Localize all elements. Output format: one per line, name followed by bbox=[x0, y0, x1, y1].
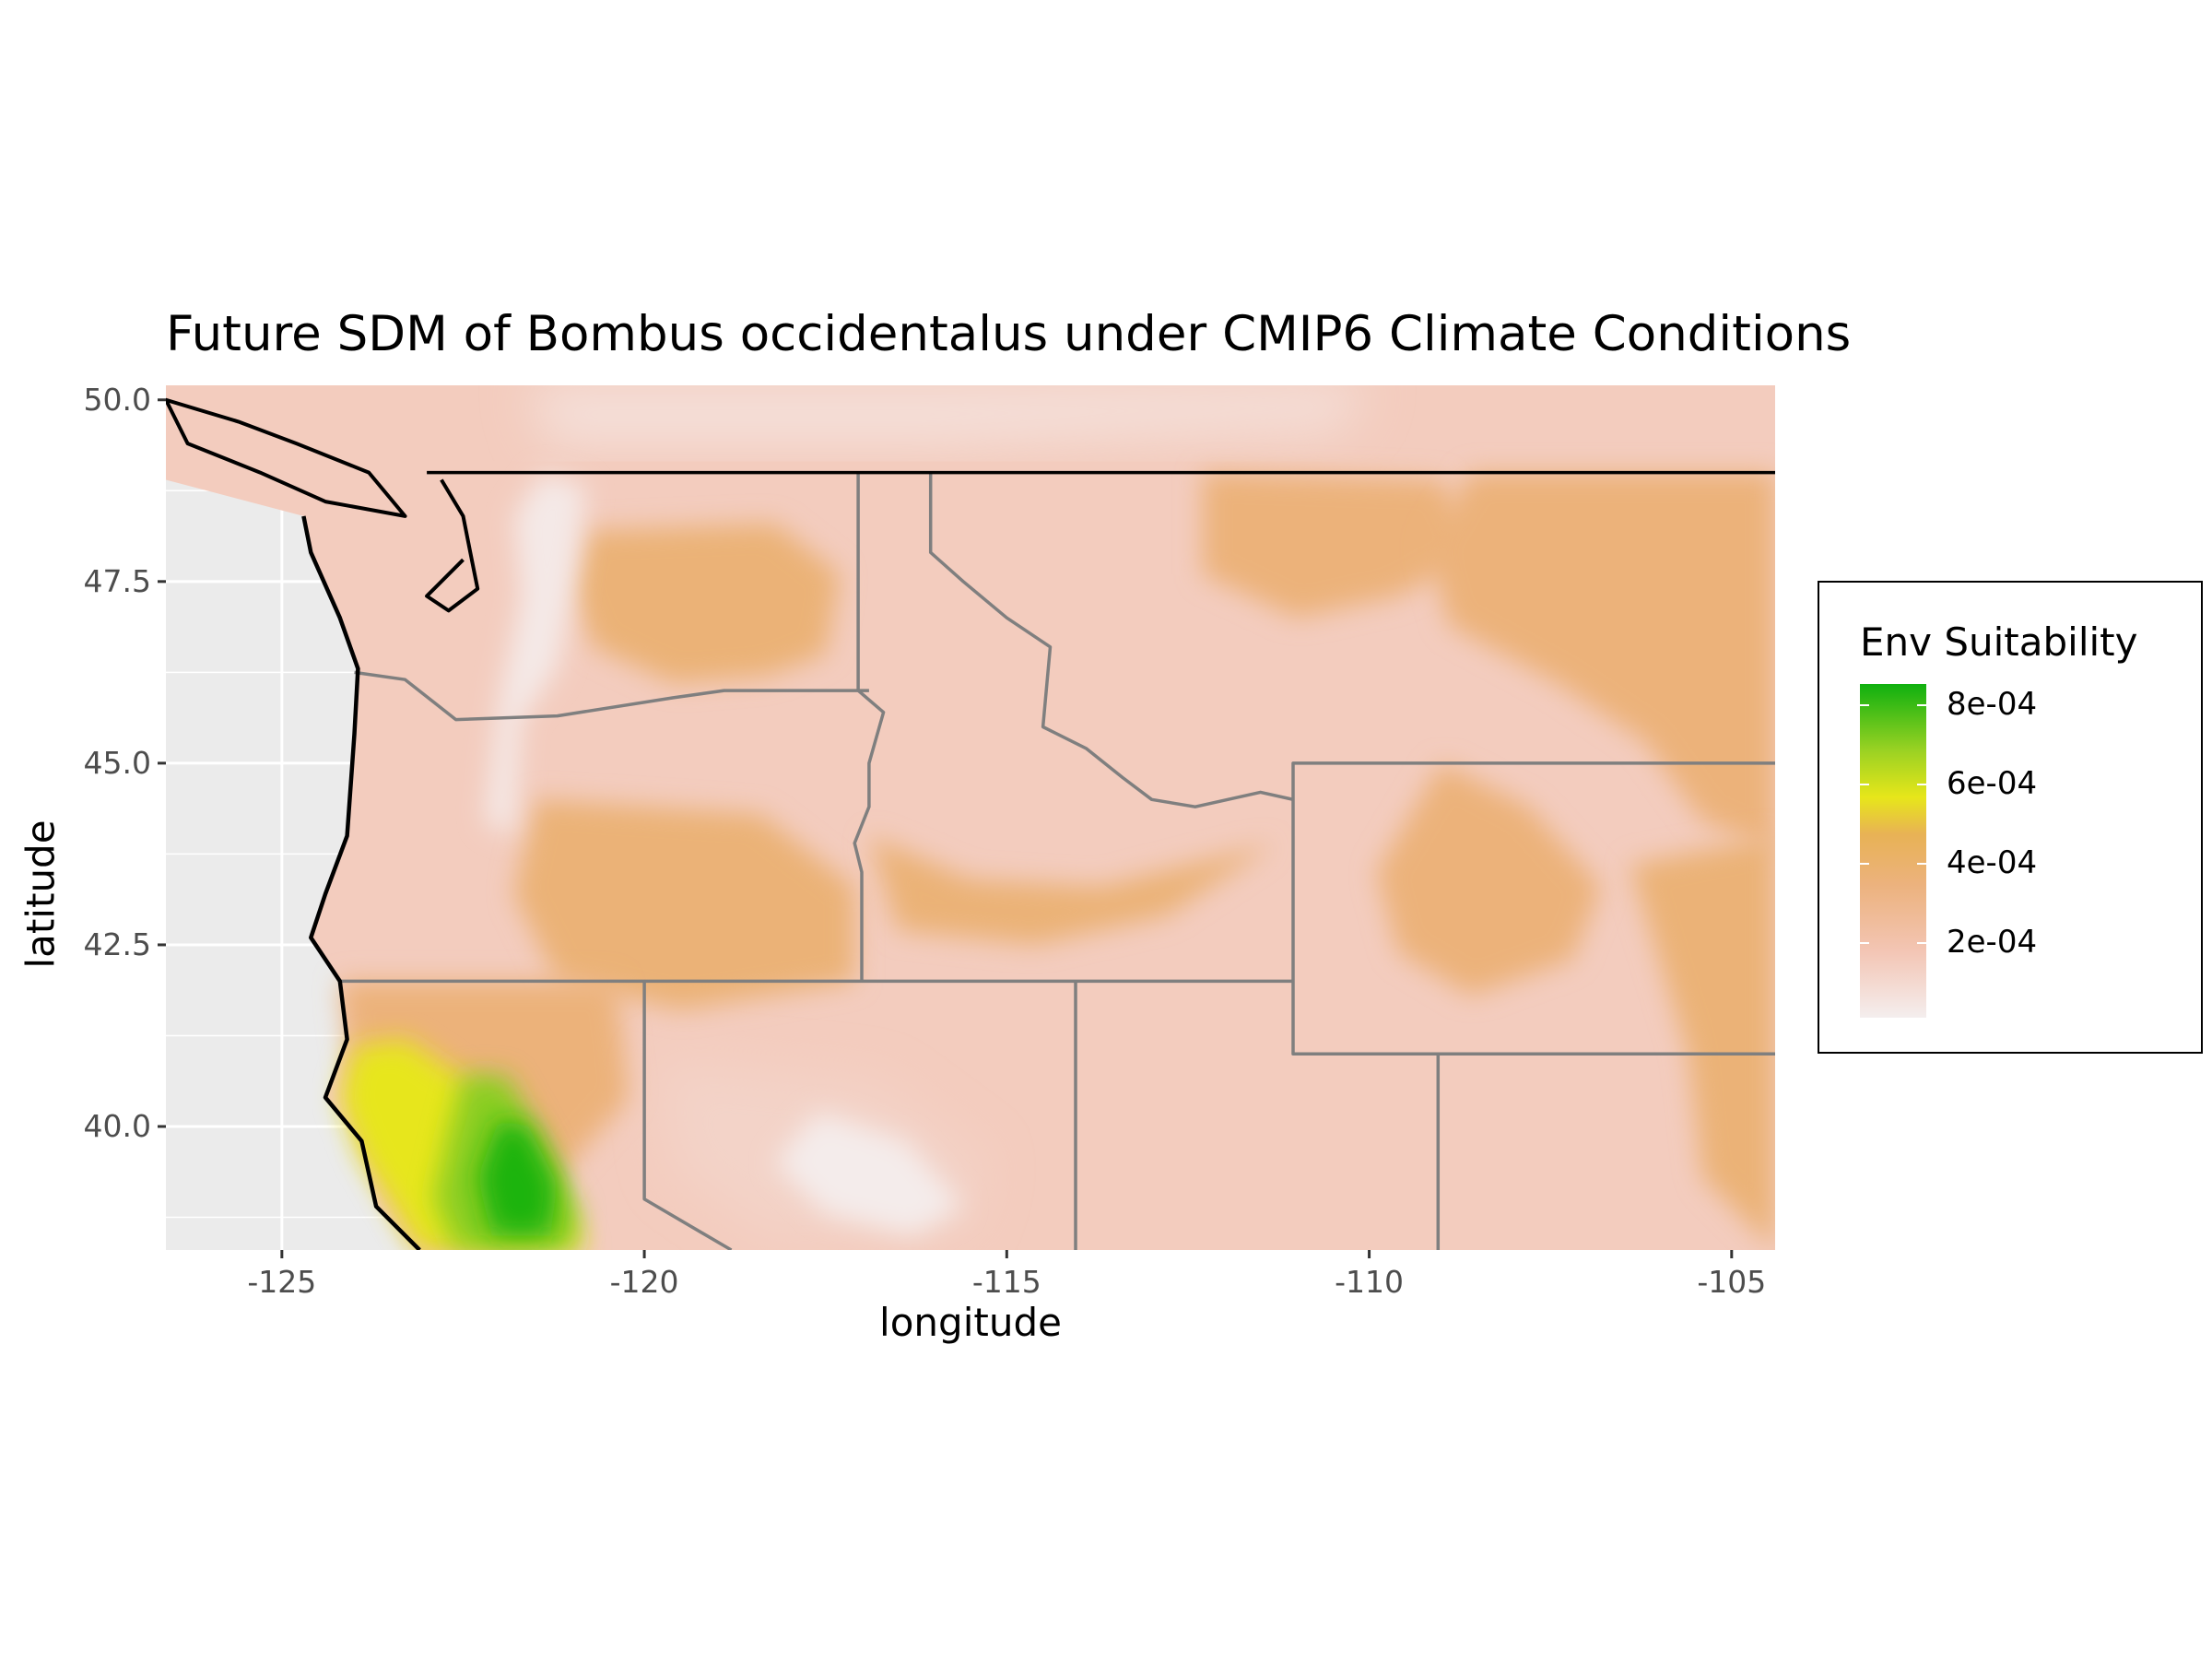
axes: -125 -120 -115 -110 -105 40.0 42.5 45.0 47.5 50.0 bbox=[84, 382, 1767, 1300]
x-tick-label: -105 bbox=[1697, 1264, 1766, 1300]
legend-label: 2e-04 bbox=[1947, 924, 2038, 961]
coastline bbox=[301, 515, 421, 1250]
state-border-id-mt bbox=[928, 472, 1294, 808]
x-tick-label: -115 bbox=[972, 1264, 1041, 1300]
y-tick-label: 50.0 bbox=[84, 382, 151, 418]
raster-region-nevada-ranges-white bbox=[774, 1112, 964, 1236]
legend-label: 8e-04 bbox=[1947, 685, 2038, 723]
x-tick-label: -110 bbox=[1335, 1264, 1404, 1300]
state-border-wy bbox=[1291, 761, 1775, 1056]
legend-colorbar bbox=[1860, 684, 1926, 1018]
x-axis-title: longitude bbox=[879, 1300, 1062, 1345]
raster-region-wyoming-plains-east bbox=[1630, 835, 1775, 1250]
legend-tick bbox=[1917, 942, 1926, 945]
legend-tick bbox=[1860, 703, 1869, 706]
legend-tick bbox=[1860, 783, 1869, 785]
raster-region-bc-mountains bbox=[528, 385, 1370, 444]
puget-sound-shore bbox=[425, 478, 480, 613]
legend-label: 6e-04 bbox=[1947, 764, 2038, 802]
legend-tick bbox=[1917, 703, 1926, 706]
page-title: Future SDM of Bombus occidentalus under … bbox=[166, 306, 1852, 362]
legend: Env Suitability 2e-04 4e-04 6e-04 8e-04 bbox=[1818, 581, 2203, 1054]
raster-region-snake-river-plain bbox=[868, 835, 1276, 945]
raster-region-wyoming-basin bbox=[1376, 762, 1602, 997]
raster-region-sacramento-valley-core bbox=[477, 1119, 558, 1236]
raster-region-eastern-montana bbox=[1427, 472, 1775, 851]
raster-region-montana-plains bbox=[1202, 472, 1478, 619]
x-tick-label: -125 bbox=[247, 1264, 316, 1300]
legend-tick bbox=[1917, 862, 1926, 865]
state-border-wa-or bbox=[354, 670, 869, 722]
suitability-raster bbox=[166, 385, 1775, 1250]
legend-tick bbox=[1860, 942, 1869, 945]
state-border-wa-id-or-id bbox=[853, 472, 886, 982]
y-tick-label: 40.0 bbox=[84, 1108, 151, 1144]
y-axis-title: latitude bbox=[18, 820, 64, 969]
raster-region-columbia-basin bbox=[571, 523, 841, 684]
state-border-nv-ca bbox=[642, 981, 733, 1250]
legend-title: Env Suitability bbox=[1860, 619, 2138, 665]
raster-region-cascades-white-spine bbox=[485, 472, 587, 836]
boundary-lines bbox=[166, 397, 1775, 1250]
legend-tick bbox=[1860, 862, 1869, 865]
y-tick-label: 47.5 bbox=[84, 563, 151, 599]
x-tick-label: -120 bbox=[610, 1264, 679, 1300]
vancouver-island-shore bbox=[166, 397, 407, 518]
y-tick-label: 42.5 bbox=[84, 926, 151, 962]
legend-tick bbox=[1917, 783, 1926, 785]
raster-region-southeast-oregon bbox=[513, 799, 855, 1010]
y-tick-label: 45.0 bbox=[84, 745, 151, 781]
legend-label: 4e-04 bbox=[1947, 843, 2038, 881]
